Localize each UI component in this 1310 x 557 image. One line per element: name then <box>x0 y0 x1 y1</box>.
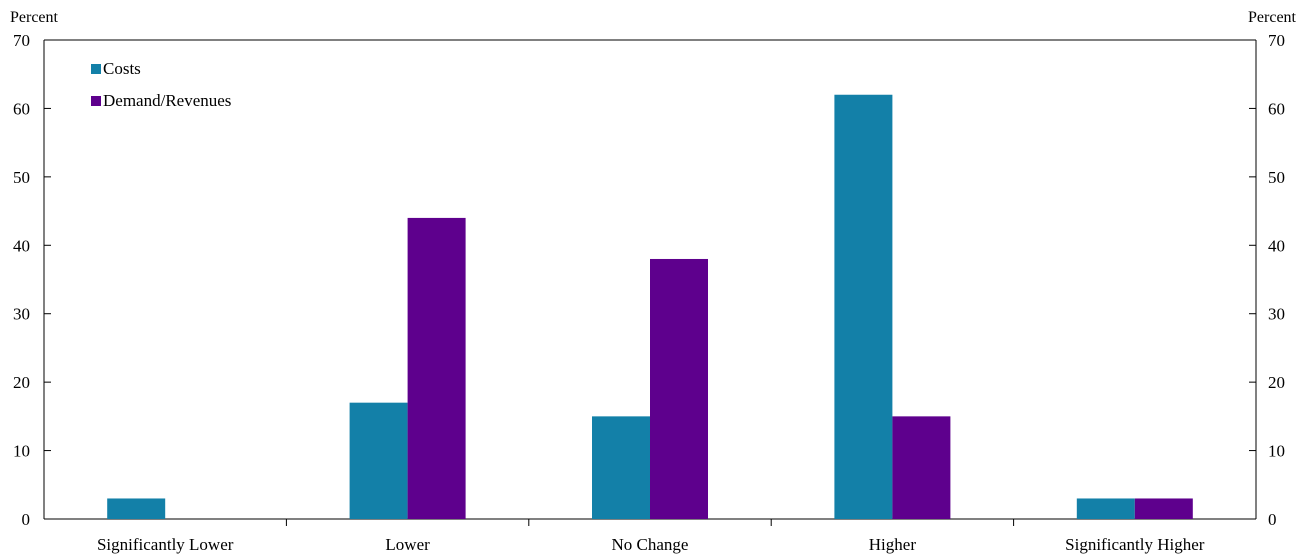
bar-costs <box>1076 498 1135 519</box>
right-y-tick-label: 20 <box>1268 373 1285 392</box>
right-y-tick-label: 60 <box>1268 99 1285 118</box>
bar-costs <box>834 94 893 519</box>
left-y-tick-label: 60 <box>13 99 30 118</box>
bar-demand-revenues <box>650 258 708 519</box>
bar-demand-revenues <box>407 217 466 519</box>
legend-swatch <box>91 64 101 74</box>
legend-label: Costs <box>103 59 141 78</box>
right-y-tick-label: 10 <box>1268 442 1285 461</box>
right-y-tick-label: 50 <box>1268 168 1285 187</box>
x-category-label: No Change <box>612 535 689 554</box>
x-category-label: Significantly Higher <box>1065 535 1205 554</box>
right-y-tick-label: 40 <box>1268 236 1285 255</box>
left-y-tick-label: 50 <box>13 168 30 187</box>
right-y-tick-label: 30 <box>1268 305 1285 324</box>
left-y-tick-label: 20 <box>13 373 30 392</box>
left-y-tick-label: 0 <box>22 510 31 529</box>
legend: Costs Demand/Revenues <box>91 59 231 110</box>
legend-label: Demand/Revenues <box>103 91 231 110</box>
bar-demand-revenues <box>1134 498 1193 519</box>
left-y-tick-label: 40 <box>13 236 30 255</box>
bar-costs <box>107 498 166 519</box>
bars <box>107 94 1193 519</box>
left-y-tick-label: 10 <box>13 442 30 461</box>
axes: 0 0 10 10 20 20 30 30 40 40 50 50 60 60 70 70 Significan… <box>13 31 1285 554</box>
legend-swatch <box>91 96 101 106</box>
left-y-tick-label: 30 <box>13 305 30 324</box>
x-category-label: Higher <box>869 535 917 554</box>
x-category-label: Lower <box>385 535 430 554</box>
right-axis-unit-label: Percent <box>1248 9 1297 26</box>
right-y-tick-label: 70 <box>1268 31 1285 50</box>
bar-costs <box>349 402 408 519</box>
bar-costs <box>592 416 650 519</box>
left-y-tick-label: 70 <box>13 31 30 50</box>
bar-demand-revenues <box>892 416 951 519</box>
right-y-tick-label: 0 <box>1268 510 1277 529</box>
x-category-label: Significantly Lower <box>97 535 234 554</box>
left-axis-unit-label: Percent <box>10 9 59 26</box>
